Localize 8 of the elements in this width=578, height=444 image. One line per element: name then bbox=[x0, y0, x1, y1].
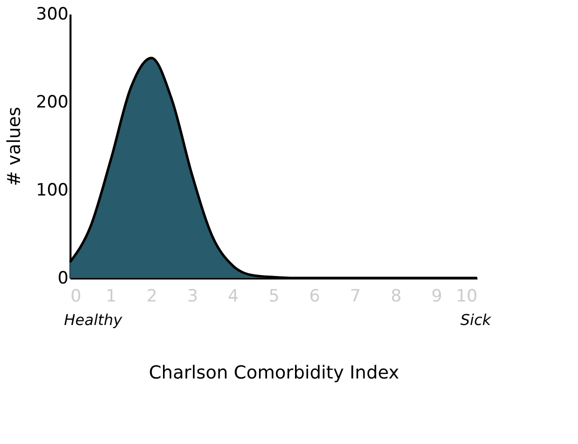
y-tick-label: 200 bbox=[36, 92, 68, 112]
y-tick-label: 100 bbox=[36, 180, 68, 200]
x-axis-title: Charlson Comorbidity Index bbox=[148, 362, 400, 384]
y-tick-label: 0 bbox=[58, 268, 68, 288]
y-axis-title: # values bbox=[4, 106, 26, 186]
y-tick-label: 300 bbox=[36, 4, 68, 24]
text: Healthy bbox=[64, 311, 124, 329]
text: Sick bbox=[460, 311, 492, 329]
